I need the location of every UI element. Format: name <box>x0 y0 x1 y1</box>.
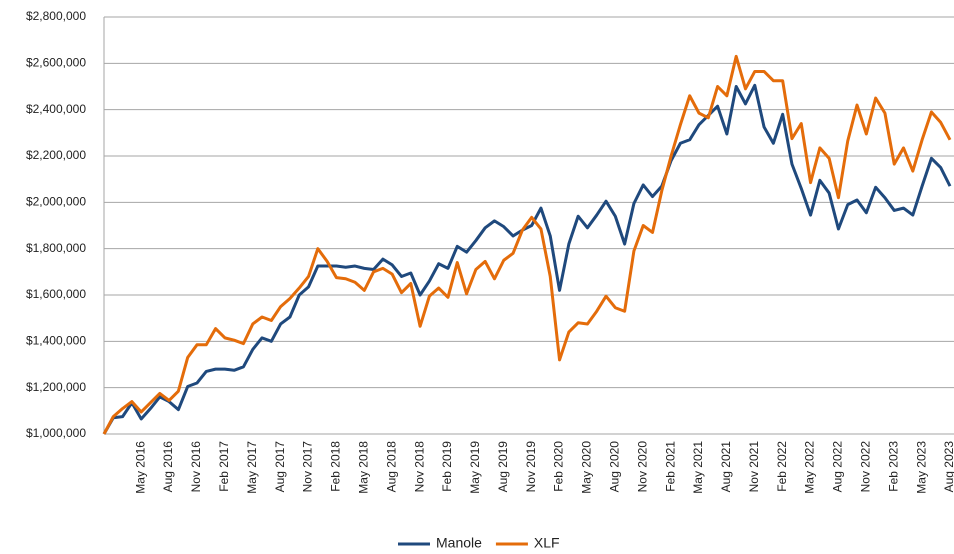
x-tick-label: Nov 2022 <box>859 441 873 493</box>
x-tick-label: Aug 2020 <box>607 441 621 493</box>
y-tick-label: $1,000,000 <box>26 426 86 440</box>
x-tick-label: Nov 2020 <box>635 441 649 493</box>
x-tick-label: May 2017 <box>245 441 259 494</box>
x-tick-label: May 2022 <box>803 441 817 494</box>
x-tick-label: May 2021 <box>691 441 705 494</box>
x-tick-label: Nov 2016 <box>189 441 203 493</box>
x-tick-label: Aug 2017 <box>273 441 287 493</box>
line-series <box>102 54 952 435</box>
x-tick-label: May 2020 <box>580 441 594 494</box>
x-tick-label: Aug 2019 <box>496 441 510 493</box>
x-tick-label: Nov 2017 <box>301 441 315 493</box>
x-tick-label: Aug 2021 <box>719 441 733 493</box>
x-tick-label: Aug 2023 <box>942 441 954 493</box>
y-tick-label: $2,600,000 <box>26 56 86 70</box>
x-tick-label: May 2016 <box>133 441 147 494</box>
x-tick-label: May 2018 <box>356 441 370 494</box>
y-tick-label: $2,000,000 <box>26 195 86 209</box>
x-tick-label: Nov 2019 <box>524 441 538 493</box>
y-tick-label: $1,400,000 <box>26 334 86 348</box>
x-tick-label: Feb 2022 <box>775 441 789 492</box>
x-tick-label: Aug 2018 <box>384 441 398 493</box>
y-tick-label: $2,400,000 <box>26 102 86 116</box>
x-tick-label: Feb 2023 <box>886 441 900 492</box>
x-tick-label: Feb 2021 <box>663 441 677 492</box>
x-tick-label: May 2023 <box>914 441 928 494</box>
legend-label: Manole <box>436 535 482 551</box>
x-tick-label: May 2019 <box>468 441 482 494</box>
x-tick-label: Feb 2018 <box>329 441 343 492</box>
y-tick-label: $1,200,000 <box>26 380 86 394</box>
line-series <box>102 83 952 435</box>
y-tick-label: $2,800,000 <box>26 9 86 23</box>
x-tick-label: Aug 2022 <box>831 441 845 493</box>
x-tick-label: Feb 2017 <box>217 441 231 492</box>
x-tick-label: Nov 2021 <box>747 441 761 493</box>
x-tick-label: Feb 2019 <box>440 441 454 492</box>
x-tick-label: Feb 2020 <box>552 441 566 492</box>
y-tick-label: $2,200,000 <box>26 148 86 162</box>
y-tick-label: $1,800,000 <box>26 241 86 255</box>
x-tick-label: Aug 2016 <box>161 441 175 493</box>
y-tick-label: $1,600,000 <box>26 287 86 301</box>
x-tick-label: Nov 2018 <box>412 441 426 493</box>
legend-label: XLF <box>534 535 560 551</box>
